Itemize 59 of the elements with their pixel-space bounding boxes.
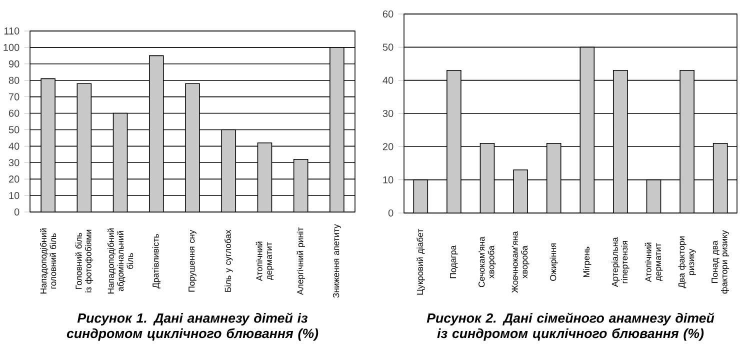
x-tick-label: Ожиріння [550, 243, 558, 281]
y-tick-label: 30 [382, 110, 394, 118]
y-tick-label: 80 [8, 76, 20, 84]
y-tick-label: 10 [9, 192, 20, 200]
y-tick-label: 110 [4, 27, 20, 35]
x-tick-label: Зниження апетиту [333, 224, 341, 298]
y-tick-label: 60 [8, 110, 20, 117]
bar [446, 70, 462, 213]
x-tick-label: Артеріальна гіпертензія [612, 237, 630, 287]
y-tick-label: 70 [9, 93, 20, 100]
x-tick-label: Подагра [450, 245, 458, 278]
y-tick-label: 50 [382, 44, 394, 51]
x-tick-label: Понад два фактори ризику [712, 230, 730, 294]
x-tick-label: Порушення сну [188, 230, 196, 292]
bar [413, 179, 428, 213]
text: Рисунок 2. Дані сімейного анамнезу дітей із синдромом циклічного блювання (%) [426, 312, 714, 341]
bar [580, 46, 595, 213]
y-tick-label: 0 [14, 208, 20, 216]
bar [221, 129, 236, 212]
x-tick-label: Нападоподібний абдомінальний біль [107, 228, 134, 294]
x-tick-label: Атопічний дерматит [644, 242, 663, 282]
x-tick-label: Атопічний дерматит [256, 242, 274, 281]
bar [680, 70, 694, 213]
bar [76, 83, 92, 212]
bar [330, 47, 344, 212]
x-tick-label: Жовчнокам'яна хвороба [512, 231, 530, 293]
x-tick-label: Нападоподібний головний біль [40, 228, 56, 294]
x-tick-label: Цукровий діабет [416, 228, 425, 295]
y-tick-label: 50 [8, 126, 20, 134]
bar [480, 142, 495, 213]
y-tick-label: 20 [382, 143, 394, 150]
text: Рисунок 1. Дані анамнезу дітей із синдромом циклічного блювання (%) [66, 312, 318, 341]
x-tick-label: Головний біль із фотофобіями [75, 230, 94, 292]
x-tick-label: Алергічний риніт [296, 227, 305, 295]
x-tick-label: Біль у суглобах [224, 230, 233, 292]
bar [293, 158, 308, 212]
y-tick-label: 100 [4, 44, 20, 51]
bar [646, 179, 662, 213]
bar [185, 83, 200, 212]
y-tick-label: 40 [382, 76, 394, 84]
bar [40, 78, 56, 212]
x-tick-label: Два фактори ризику [678, 236, 696, 288]
y-tick-label: 90 [8, 60, 20, 68]
y-tick-label: 0 [388, 209, 394, 217]
bar [712, 142, 728, 213]
y-tick-label: 10 [383, 176, 394, 184]
y-tick-label: 20 [8, 176, 20, 183]
bar [546, 142, 562, 213]
bar [513, 169, 528, 213]
x-tick-label: Сечокам'яна хвороба [478, 236, 496, 288]
y-tick-label: 40 [8, 142, 20, 150]
bar [148, 55, 164, 212]
y-tick-label: 60 [382, 10, 394, 18]
x-tick-label: Мігрень [583, 246, 592, 277]
bar [613, 70, 628, 213]
x-tick-label: Дратівливість [152, 234, 160, 288]
bar [257, 142, 272, 212]
y-tick-label: 30 [8, 159, 20, 166]
bar [112, 112, 128, 212]
